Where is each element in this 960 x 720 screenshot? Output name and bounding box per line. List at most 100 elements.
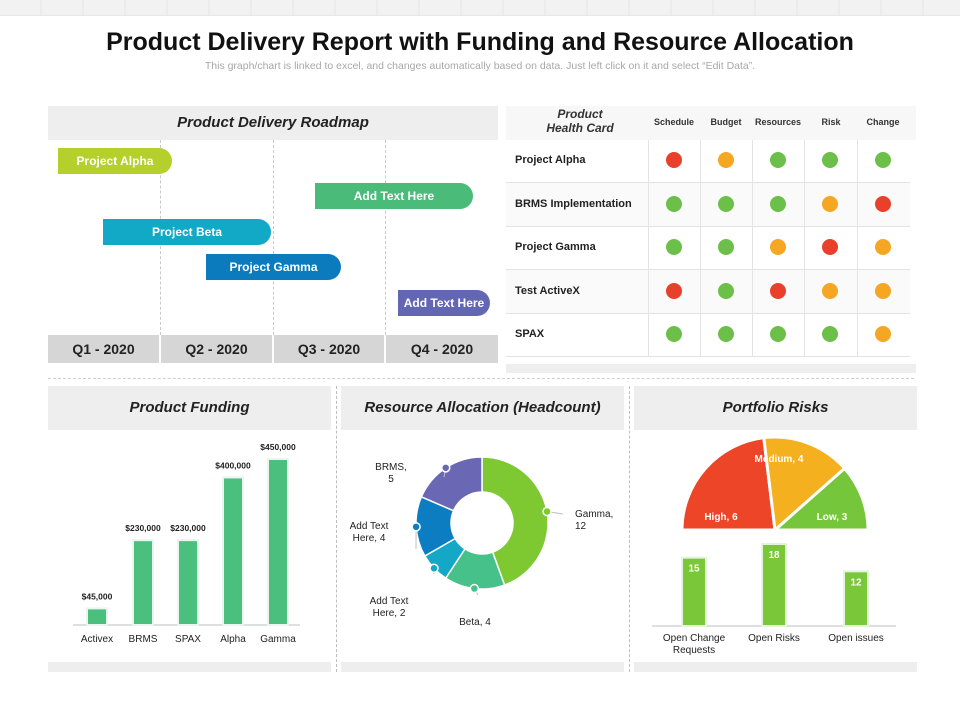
resource-donut-chart: Gamma, 12 Beta, 4 Add Text Here, 2 Add Text He… (350, 456, 613, 628)
quarter-divider (385, 140, 386, 335)
health-row-name: Project Gamma (515, 241, 596, 253)
section-divider (48, 378, 914, 379)
funding-header: Product Funding (48, 386, 331, 430)
quarter-label: Q1 - 2020 (48, 335, 159, 363)
health-row-name: Test ActiveX (515, 285, 580, 297)
status-dot-red (666, 152, 682, 168)
funding-category-label: Activex (81, 634, 113, 645)
donut-hole (452, 493, 512, 553)
funding-bar (222, 476, 244, 626)
panel-divider (336, 386, 337, 672)
status-dot-amber (822, 283, 838, 299)
row-divider (506, 226, 910, 227)
health-col-risk: Risk (821, 117, 841, 127)
top-decor-stripe (0, 0, 960, 16)
gantt-bar-project-gamma[interactable]: Project Gamma (206, 254, 341, 280)
status-dot-amber (718, 152, 734, 168)
status-dot-green (770, 152, 786, 168)
donut-marker (440, 463, 451, 473)
donut-marker (542, 506, 552, 517)
panel-divider (629, 386, 630, 672)
funding-category-label: BRMS (129, 634, 158, 645)
health-row-name: BRMS Implementation (515, 198, 632, 210)
gantt-bar-label: Add Text Here (403, 296, 485, 310)
risk-gauge-chart: High, 6 Medium, 4 Low, 3 15 Open Change Reque… (652, 435, 896, 656)
funding-value-label: $45,000 (82, 591, 113, 601)
health-row-name: SPAX (515, 328, 545, 340)
funding-category-label: Gamma (260, 634, 296, 645)
gantt-bar-label: Add Text Here (353, 189, 435, 203)
status-dot-green (666, 196, 682, 212)
status-dot-amber (875, 283, 891, 299)
status-dot-amber (770, 239, 786, 255)
risk-slice (771, 466, 870, 532)
donut-marker (429, 563, 439, 574)
risk-category-label: Open issues (828, 633, 884, 644)
quarter-label: Q3 - 2020 (274, 335, 384, 363)
status-dot-green (822, 152, 838, 168)
status-dot-green (666, 326, 682, 342)
status-dot-red (666, 283, 682, 299)
risks-header: Portfolio Risks (634, 386, 917, 430)
donut-slice (481, 456, 549, 586)
donut-marker (469, 583, 480, 594)
risk-category-label: Open Change Requests (663, 633, 726, 656)
funding-bar (267, 458, 289, 626)
risk-count-bar (761, 543, 787, 627)
risk-count-bar (843, 570, 869, 627)
risk-slice-label: Medium, 4 (755, 454, 804, 465)
gantt-bar-label: Project Gamma (229, 260, 318, 274)
risk-count-label: 15 (688, 564, 700, 575)
health-row-name: Project Alpha (515, 154, 586, 166)
resource-header: Resource Allocation (Headcount) (341, 386, 624, 430)
top-panel-footer (506, 364, 916, 373)
risks-footer (634, 662, 917, 672)
health-col-resources: Resources (754, 117, 802, 127)
col-divider (648, 140, 649, 356)
health-col-schedule: Schedule (653, 117, 694, 127)
gantt-bar-label: Project Beta (151, 225, 223, 239)
funding-value-label: $400,000 (215, 460, 251, 470)
risk-slice (762, 435, 847, 534)
funding-category-label: SPAX (175, 634, 201, 645)
health-card-row-bg (506, 183, 910, 226)
status-dot-green (718, 283, 734, 299)
gantt-bar-project-beta[interactable]: Project Beta (103, 219, 271, 245)
row-divider (506, 269, 910, 270)
status-dot-green (770, 196, 786, 212)
gantt-bar-add-text[interactable]: Add Text Here (315, 183, 473, 209)
col-divider (700, 140, 701, 356)
col-divider (804, 140, 805, 356)
funding-bar (86, 607, 108, 626)
gantt-bar-add-text-q4[interactable]: Add Text Here (398, 290, 490, 316)
status-dot-green (666, 239, 682, 255)
risk-slice-label: Low, 3 (817, 512, 848, 523)
col-divider (752, 140, 753, 356)
status-dot-amber (875, 239, 891, 255)
funding-footer (48, 662, 331, 672)
donut-label: Gamma, 12 (575, 509, 613, 532)
col-divider (857, 140, 858, 356)
status-dot-green (875, 152, 891, 168)
health-card-row-bg (506, 270, 910, 313)
donut-label: Add Text Here, 2 (370, 596, 409, 619)
health-card-title-line1: Product (557, 107, 603, 121)
health-col-change: Change (866, 117, 900, 127)
risk-count-label: 18 (768, 550, 780, 561)
funding-bar (177, 539, 199, 626)
risk-slice-label: High, 6 (704, 512, 738, 523)
funding-category-label: Alpha (220, 634, 246, 645)
donut-label: Add Text Here, 4 (350, 521, 389, 544)
row-divider (506, 356, 910, 357)
gantt-bar-project-alpha[interactable]: Project Alpha (58, 148, 172, 174)
quarter-divider (273, 140, 274, 335)
health-card-title-line2: Health Card (546, 121, 614, 135)
donut-slice (420, 456, 483, 512)
donut-marker (411, 522, 421, 532)
health-card-header-bg (506, 106, 916, 140)
donut-label: Beta, 4 (459, 617, 491, 628)
page-title: Product Delivery Report with Funding and… (106, 28, 854, 56)
status-dot-green (718, 239, 734, 255)
quarter-label: Q2 - 2020 (161, 335, 272, 363)
funding-value-label: $450,000 (260, 442, 296, 452)
